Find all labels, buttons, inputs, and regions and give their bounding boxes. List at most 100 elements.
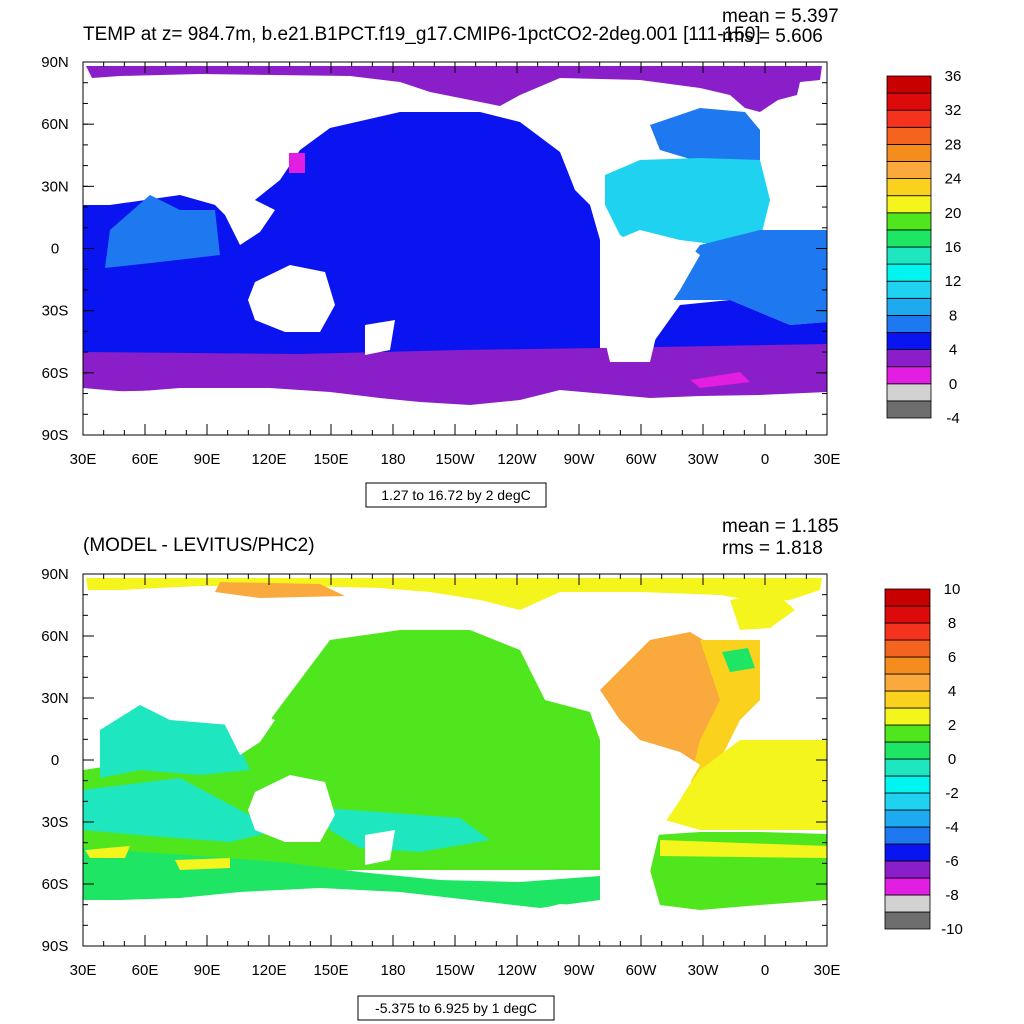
- p1-patch-2: [690, 372, 750, 388]
- p1-arctic-band: [86, 66, 822, 112]
- x-tick-label: 90E: [194, 962, 221, 979]
- y-tick-label: 30N: [41, 178, 69, 195]
- colorbar-swatch: [884, 792, 931, 811]
- colorbar-swatch: [884, 690, 931, 709]
- x-tick-label: 180: [380, 962, 405, 979]
- x-tick-label: 60W: [626, 451, 658, 468]
- colorbar-swatch: [884, 707, 931, 726]
- colorbar-swatch: [886, 263, 932, 282]
- x-tick-label: 120W: [497, 962, 537, 979]
- y-tick-label: 90N: [41, 54, 69, 71]
- colorbar-swatch: [886, 126, 932, 145]
- p1-satl-deep: [650, 300, 827, 352]
- colorbar-swatch: [884, 775, 931, 794]
- x-tick-label: 30E: [70, 451, 97, 468]
- colorbar-label: 28: [945, 136, 962, 153]
- y-tick-label: 60N: [41, 116, 69, 133]
- p2-arctic-orange: [215, 582, 345, 598]
- colorbar-label: 0: [948, 751, 956, 768]
- colorbar-swatch: [884, 605, 931, 624]
- x-tick-label: 180: [380, 451, 405, 468]
- y-tick-label: 60N: [41, 628, 69, 645]
- panel-1-map: [83, 66, 827, 435]
- colorbar-label: 6: [948, 649, 956, 666]
- y-tick-label: 30S: [42, 303, 69, 320]
- colorbar-swatch: [886, 297, 932, 316]
- colorbar-swatch: [884, 911, 931, 930]
- y-tick-label: 30N: [41, 690, 69, 707]
- panel-1-colorbar: -4 0 4 8 12 16 20 24 28 32 36: [886, 68, 962, 427]
- panel-1-axes: 30E 60E 90E 120E 150E 180 150W 120W 90W 60W 30W 0 30…: [41, 54, 840, 468]
- x-tick-label: 30W: [688, 962, 720, 979]
- y-tick-label: 0: [51, 752, 59, 769]
- colorbar-swatch: [886, 229, 932, 248]
- p1-main-ocean: [83, 112, 600, 360]
- colorbar-label: 24: [945, 171, 962, 188]
- y-tick-label: 0: [51, 241, 59, 258]
- x-tick-label: 30E: [814, 962, 841, 979]
- colorbar-swatch: [886, 161, 932, 180]
- colorbar-label: 20: [945, 205, 962, 222]
- colorbar-label: -4: [945, 819, 958, 836]
- y-tick-label: 90S: [42, 427, 69, 444]
- colorbar-swatch: [884, 894, 931, 913]
- panel-1-title: TEMP at z= 984.7m, b.e21.B1PCT.f19_g17.C…: [83, 24, 761, 45]
- colorbar-label: 10: [944, 581, 961, 598]
- panel-2-map: [83, 578, 827, 946]
- panel-1: TEMP at z= 984.7m, b.e21.B1PCT.f19_g17.C…: [41, 6, 962, 508]
- colorbar-swatch: [886, 143, 932, 162]
- panel-2-range-label: -5.375 to 6.925 by 1 degC: [375, 1000, 537, 1016]
- x-tick-label: 150W: [435, 451, 475, 468]
- panel-1-range-box: [365, 482, 547, 508]
- colorbar-swatch: [884, 860, 931, 879]
- colorbar-swatch: [884, 758, 931, 777]
- y-tick-label: 60S: [42, 365, 69, 382]
- colorbar-swatch: [886, 400, 932, 419]
- colorbar-swatch: [884, 826, 931, 845]
- x-tick-label: 120W: [497, 451, 537, 468]
- p2-yellow-streak-1: [85, 846, 130, 858]
- p2-nordic-yellow: [730, 592, 795, 630]
- panel-2-colorbar: -10 -8 -6 -4 -2 0 2 4 6 8 10: [884, 581, 963, 938]
- p1-land-antarctica: [83, 390, 827, 435]
- colorbar-label: 12: [945, 273, 962, 290]
- p1-land-sasia: [150, 180, 275, 245]
- y-tick-label: 90N: [41, 566, 69, 583]
- x-tick-label: 0: [761, 962, 769, 979]
- colorbar-swatch: [886, 195, 932, 214]
- p1-land-australia: [248, 265, 335, 332]
- panel-2: (MODEL - LEVITUS/PHC2) mean = 1.185 rms …: [41, 516, 963, 1021]
- p2-land-africa: [600, 740, 700, 872]
- colorbar-label: 4: [949, 342, 957, 359]
- colorbar-swatch: [884, 673, 931, 692]
- colorbar-swatch: [884, 877, 931, 896]
- p1-natl-deep: [650, 108, 760, 162]
- colorbar-swatch: [886, 109, 932, 128]
- p2-land-sasia: [150, 690, 275, 755]
- panel-2-title: (MODEL - LEVITUS/PHC2): [83, 535, 315, 556]
- p1-land-africa: [600, 230, 700, 362]
- colorbar-label: -8: [945, 887, 958, 904]
- panel-1-range-label: 1.27 to 16.72 by 2 degC: [381, 487, 530, 503]
- colorbar-swatch: [884, 724, 931, 743]
- colorbar-swatch: [886, 246, 932, 265]
- p2-land-nz: [365, 830, 395, 865]
- colorbar-swatch: [886, 75, 932, 94]
- x-tick-label: 60E: [132, 962, 159, 979]
- p1-satl: [660, 230, 827, 325]
- colorbar-label: -6: [945, 853, 958, 870]
- x-tick-label: 30E: [814, 451, 841, 468]
- x-tick-label: 150E: [313, 451, 348, 468]
- x-tick-label: 90E: [194, 451, 221, 468]
- p2-satl-yellow: [665, 740, 827, 830]
- colorbar-swatch: [886, 92, 932, 111]
- colorbar-swatch: [884, 809, 931, 828]
- colorbar-swatch: [886, 280, 932, 299]
- x-tick-label: 90W: [564, 962, 596, 979]
- colorbar-swatch: [884, 656, 931, 675]
- colorbar-label: 0: [949, 376, 957, 393]
- x-tick-label: 30W: [688, 451, 720, 468]
- colorbar-label: 2: [948, 717, 956, 734]
- y-tick-label: 60S: [42, 876, 69, 893]
